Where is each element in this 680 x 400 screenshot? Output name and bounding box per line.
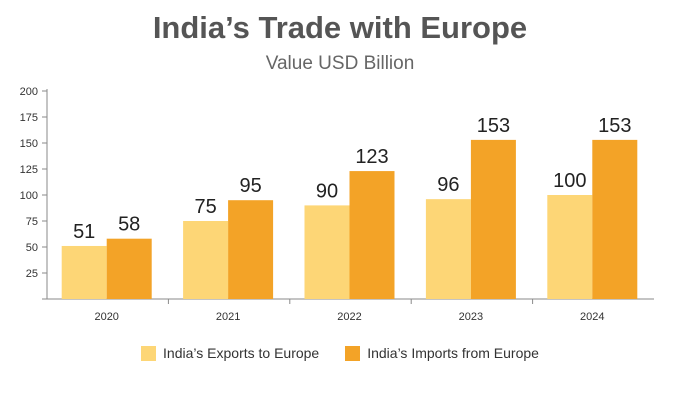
chart-title: India’s Trade with Europe bbox=[152, 10, 528, 45]
data-label: 96 bbox=[437, 174, 459, 196]
data-label: 90 bbox=[316, 180, 338, 202]
data-label: 153 bbox=[598, 115, 631, 137]
data-label: 95 bbox=[239, 175, 261, 197]
legend-item-imports: India’s Imports from Europe bbox=[345, 345, 539, 361]
legend-label-exports: India’s Exports to Europe bbox=[163, 345, 320, 361]
legend-swatch-imports bbox=[345, 345, 361, 361]
chart-legend: India’s Exports to Europe India’s Import… bbox=[0, 345, 680, 361]
y-tick-label: 25 bbox=[26, 268, 38, 280]
x-tick-label: 2020 bbox=[94, 311, 118, 323]
legend-label-imports: India’s Imports from Europe bbox=[367, 345, 539, 361]
chart-subtitle: Value USD Billion bbox=[265, 53, 415, 74]
bar-imports bbox=[349, 171, 395, 299]
x-tick-label: 2024 bbox=[580, 311, 604, 323]
bar-exports bbox=[183, 221, 229, 299]
legend-swatch-exports bbox=[141, 345, 157, 361]
bar-imports bbox=[228, 200, 274, 299]
bar-exports bbox=[304, 205, 350, 299]
y-tick-label: 100 bbox=[20, 190, 38, 202]
y-tick-label: 200 bbox=[20, 86, 38, 98]
x-tick-label: 2023 bbox=[459, 311, 483, 323]
data-label: 75 bbox=[194, 196, 216, 218]
data-label: 51 bbox=[73, 221, 95, 243]
x-tick-label: 2021 bbox=[216, 311, 240, 323]
y-tick-label: 75 bbox=[26, 216, 38, 228]
data-label: 123 bbox=[355, 146, 388, 168]
y-tick-label: 50 bbox=[26, 242, 38, 254]
y-tick-label: 175 bbox=[20, 112, 38, 124]
data-label: 58 bbox=[118, 214, 140, 236]
bar-imports bbox=[106, 238, 152, 299]
bar-exports bbox=[547, 195, 593, 299]
bar-imports bbox=[592, 139, 638, 299]
y-tick-label: 150 bbox=[20, 138, 38, 150]
bar-imports bbox=[470, 139, 516, 299]
x-tick-label: 2022 bbox=[337, 311, 361, 323]
data-label: 153 bbox=[477, 115, 510, 137]
legend-item-exports: India’s Exports to Europe bbox=[141, 345, 319, 361]
bar-exports bbox=[61, 245, 107, 299]
y-tick-label: 125 bbox=[20, 164, 38, 176]
data-label: 100 bbox=[553, 170, 586, 192]
bar-exports bbox=[425, 199, 471, 299]
